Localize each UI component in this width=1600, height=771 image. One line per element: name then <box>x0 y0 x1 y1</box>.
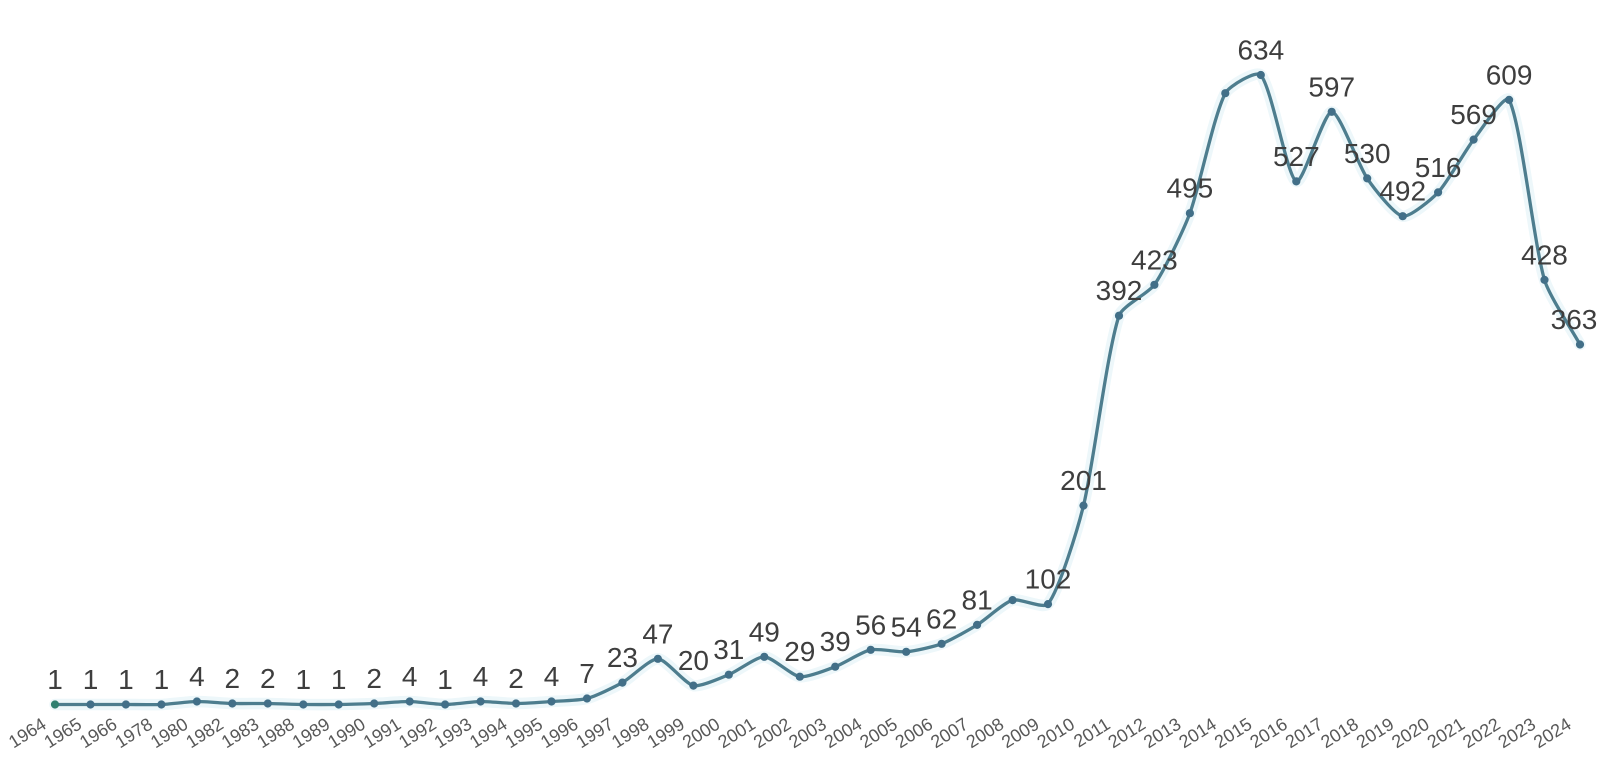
svg-text:4: 4 <box>402 661 418 692</box>
svg-text:597: 597 <box>1308 71 1355 102</box>
svg-text:363: 363 <box>1551 304 1598 335</box>
svg-text:1: 1 <box>154 664 170 695</box>
svg-text:392: 392 <box>1096 275 1143 306</box>
svg-text:516: 516 <box>1415 152 1462 183</box>
svg-text:81: 81 <box>962 584 993 615</box>
svg-text:56: 56 <box>855 609 886 640</box>
svg-text:2: 2 <box>225 663 241 694</box>
svg-text:20: 20 <box>678 645 709 676</box>
svg-text:2: 2 <box>366 663 382 694</box>
svg-text:495: 495 <box>1167 173 1214 204</box>
svg-text:4: 4 <box>189 661 205 692</box>
svg-text:1: 1 <box>437 664 453 695</box>
svg-text:1: 1 <box>47 664 63 695</box>
svg-text:1: 1 <box>83 664 99 695</box>
svg-text:29: 29 <box>784 636 815 667</box>
svg-text:609: 609 <box>1486 59 1533 90</box>
svg-text:31: 31 <box>713 634 744 665</box>
svg-text:492: 492 <box>1379 176 1426 207</box>
svg-text:201: 201 <box>1060 465 1107 496</box>
svg-text:4: 4 <box>544 661 560 692</box>
svg-text:530: 530 <box>1344 138 1391 169</box>
svg-text:49: 49 <box>749 616 780 647</box>
svg-text:1: 1 <box>118 664 134 695</box>
svg-text:2: 2 <box>260 663 276 694</box>
svg-text:428: 428 <box>1521 239 1568 270</box>
svg-text:62: 62 <box>926 603 957 634</box>
svg-text:423: 423 <box>1131 244 1178 275</box>
svg-text:39: 39 <box>820 626 851 657</box>
svg-text:1: 1 <box>296 664 312 695</box>
svg-text:634: 634 <box>1237 35 1284 66</box>
svg-text:47: 47 <box>642 618 673 649</box>
svg-text:569: 569 <box>1450 99 1497 130</box>
svg-text:4: 4 <box>473 661 489 692</box>
svg-text:1: 1 <box>331 664 347 695</box>
svg-text:23: 23 <box>607 642 638 673</box>
svg-text:527: 527 <box>1273 141 1320 172</box>
svg-text:102: 102 <box>1025 564 1072 595</box>
svg-text:54: 54 <box>891 611 922 642</box>
svg-text:7: 7 <box>579 658 595 689</box>
svg-text:2: 2 <box>508 663 524 694</box>
